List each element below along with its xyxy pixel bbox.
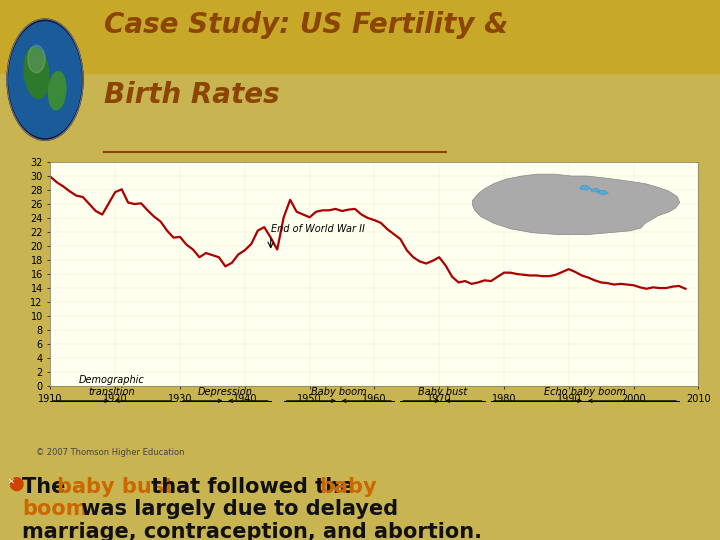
- Text: Baby bust: Baby bust: [418, 387, 467, 397]
- Text: boom: boom: [22, 500, 88, 519]
- Text: baby bust: baby bust: [57, 477, 174, 497]
- Text: that followed the: that followed the: [144, 477, 361, 497]
- Text: Depression: Depression: [198, 387, 253, 397]
- Circle shape: [9, 22, 81, 138]
- Polygon shape: [591, 188, 600, 192]
- Text: marriage, contraception, and abortion.: marriage, contraception, and abortion.: [22, 522, 482, 540]
- Text: © 2007 Thomson Higher Education: © 2007 Thomson Higher Education: [36, 448, 184, 457]
- Text: ✕: ✕: [8, 477, 15, 486]
- Text: was largely due to delayed: was largely due to delayed: [74, 500, 398, 519]
- Text: Echo baby boom: Echo baby boom: [544, 387, 626, 397]
- Polygon shape: [580, 186, 591, 190]
- Text: Birth Rates: Birth Rates: [104, 81, 280, 109]
- Text: Baby boom: Baby boom: [311, 387, 366, 397]
- Ellipse shape: [24, 47, 49, 98]
- Polygon shape: [598, 190, 608, 195]
- Circle shape: [28, 45, 45, 73]
- Text: Case Study: US Fertility &: Case Study: US Fertility &: [104, 11, 509, 39]
- Ellipse shape: [48, 71, 66, 110]
- Text: baby: baby: [319, 477, 377, 497]
- Text: End of World War II: End of World War II: [271, 224, 364, 234]
- Text: The: The: [22, 477, 73, 497]
- Circle shape: [7, 19, 83, 140]
- Bar: [0, 0, 720, 73]
- Text: ⬤: ⬤: [8, 477, 24, 491]
- Text: Demographic
transition: Demographic transition: [79, 375, 145, 397]
- Polygon shape: [472, 174, 680, 234]
